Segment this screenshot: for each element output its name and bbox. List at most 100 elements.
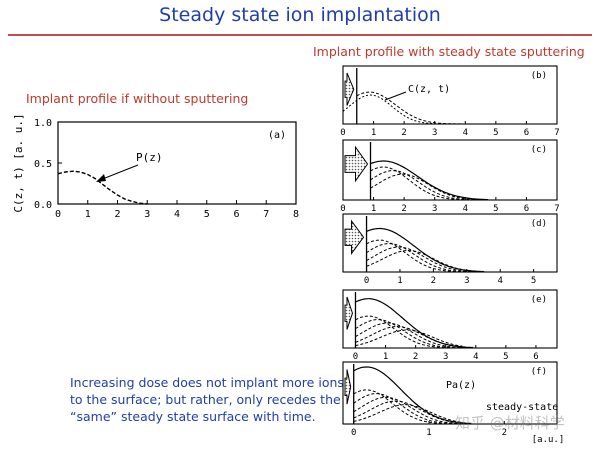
note-line-3: “same” steady state surface with time. [70, 409, 316, 424]
panel-e-total-profile [355, 298, 474, 349]
panel-a-xtick-label: 0 [55, 209, 61, 220]
panel-b-letter: (b) [531, 71, 547, 81]
panel-a-ytick-label: 0.0 [34, 200, 52, 211]
panel-b-ion-beam-arrow [344, 72, 355, 106]
panel-c-component-profile [370, 173, 478, 201]
panel-c-frame [342, 139, 558, 201]
panel-b-xtick-label: 5 [493, 128, 498, 138]
panel-c-component-profile [370, 170, 478, 201]
panel-a-profile-line [57, 170, 148, 205]
panel-a-xtick-label: 3 [144, 209, 150, 220]
panel-b-xtick-label: 6 [524, 128, 529, 138]
panel-e-component-profile [355, 315, 463, 349]
panel-a-letter: (a) [268, 130, 286, 141]
panel-c-xtick-label: 7 [554, 204, 559, 214]
panel-c-xtick-label: 1 [371, 204, 376, 214]
panel-a-ytick-label: 1.0 [34, 118, 52, 129]
panel-a-xtick-label: 5 [204, 209, 210, 220]
panel-c-xtick-label: 3 [432, 204, 437, 214]
panel-f-xtick-label: 2 [502, 428, 507, 438]
panel-c-xtick-label: 2 [401, 204, 406, 214]
panel-b-initial-profile [342, 94, 435, 125]
panel-b-xtick-label: 7 [554, 128, 559, 138]
panel-d-component-profile [366, 243, 474, 273]
panel-b-frame [342, 65, 558, 125]
panel-c-letter: (c) [531, 145, 547, 155]
panel-e-xtick-label: 1 [383, 352, 388, 362]
panel-a-xtick-label: 1 [85, 209, 91, 220]
panel-a-frame [57, 121, 297, 205]
panel-a-ytick-label: 0.5 [34, 159, 52, 170]
panel-e-component-profile [355, 322, 463, 349]
panel-a-xtick-label: 7 [263, 209, 269, 220]
panel-c-total-profile [370, 160, 489, 201]
note-text: Increasing dose does not implant more io… [70, 374, 345, 425]
panel-d-letter: (d) [531, 219, 547, 229]
panel-f-letter: (f) [531, 367, 547, 377]
panel-e-xtick-label: 5 [503, 352, 508, 362]
panel-a-annotation-arrow [99, 164, 139, 181]
panel-d-xtick-label: 4 [497, 276, 502, 286]
panel-e-component-profile [355, 329, 463, 347]
note-line-2: to the surface; but rather, only recedes… [70, 392, 341, 407]
watermark: 知乎 @材料科学 [455, 414, 565, 432]
panel-e-frame [342, 289, 558, 349]
panel-e-xtick-label: 2 [413, 352, 418, 362]
panel-b-xtick-label: 1 [371, 128, 376, 138]
panel-b-xtick-label: 4 [463, 128, 468, 138]
panel-e-xtick-label: 0 [353, 352, 358, 362]
panel-a-ylabel: C(z, t) [a. u.] [12, 113, 25, 212]
panel-c-xtick-label: 5 [493, 204, 498, 214]
panel-b-component-profile [356, 91, 464, 125]
panel-f-xtick-label: 1 [426, 428, 431, 438]
panel-f-component-profile [353, 396, 461, 425]
panel-f-xtick-label: 0 [351, 428, 356, 438]
note-line-1: Increasing dose does not implant more io… [70, 375, 344, 390]
panel-e-letter: (e) [531, 295, 547, 305]
panel-c-xtick-label: 0 [340, 204, 345, 214]
panel-c-component-profile [370, 166, 478, 201]
panel-d-xtick-label: 3 [464, 276, 469, 286]
panel-a-xtick-label: 6 [233, 209, 239, 220]
right-caption: Implant profile with steady state sputte… [313, 44, 585, 59]
panel-d-component-profile [366, 239, 474, 273]
panel-b-annotation: C(z, t) [408, 84, 450, 95]
panel-d-component-profile [366, 249, 474, 272]
panel-d-xtick-label: 5 [531, 276, 536, 286]
panel-d-total-profile [366, 227, 485, 273]
panel-e-xtick-label: 6 [533, 352, 538, 362]
panel-f-component-profile [353, 393, 461, 425]
panel-f-annotation: Pa(z) [446, 380, 476, 391]
panel-f-total-profile [353, 366, 472, 425]
panel-e-component-profile [355, 319, 463, 349]
panel-b-xtick-label: 0 [340, 128, 345, 138]
panel-a-annotation: P(z) [136, 151, 163, 164]
panel-f-ion-beam-arrow [344, 369, 352, 405]
panel-c-ion-beam-arrow [344, 145, 369, 183]
panel-f-component-profile [353, 389, 461, 425]
panel-a-xtick-label: 2 [114, 209, 120, 220]
slide-title: Steady state ion implantation [159, 4, 441, 26]
panel-d-component-profile [366, 246, 474, 273]
panel-d-xtick-label: 0 [364, 276, 369, 286]
panel-a-annotation-arrowhead [96, 174, 106, 182]
panel-e-xtick-label: 3 [443, 352, 448, 362]
panel-d-xtick-label: 2 [431, 276, 436, 286]
panel-d-frame [342, 213, 558, 273]
panel-a-xtick-label: 8 [293, 209, 299, 220]
panel-b-xtick-label: 3 [432, 128, 437, 138]
panel-f-x-unit: [a.u.] [532, 435, 565, 445]
panel-e-xtick-label: 4 [473, 352, 478, 362]
panel-b-xtick-label: 2 [401, 128, 406, 138]
left-caption: Implant profile if without sputtering [26, 91, 249, 106]
panel-c-xtick-label: 4 [463, 204, 468, 214]
panel-a-xtick-label: 4 [174, 209, 180, 220]
panel-d-xtick-label: 1 [397, 276, 402, 286]
panel-b-annotation-arrow [384, 91, 407, 101]
panel-e-ion-beam-arrow [344, 296, 354, 330]
panel-f-annotation2: steady-state [486, 402, 558, 413]
panel-f-component-profile [353, 404, 461, 423]
panel-c-xtick-label: 6 [524, 204, 529, 214]
panel-d-ion-beam-arrow [344, 219, 365, 255]
